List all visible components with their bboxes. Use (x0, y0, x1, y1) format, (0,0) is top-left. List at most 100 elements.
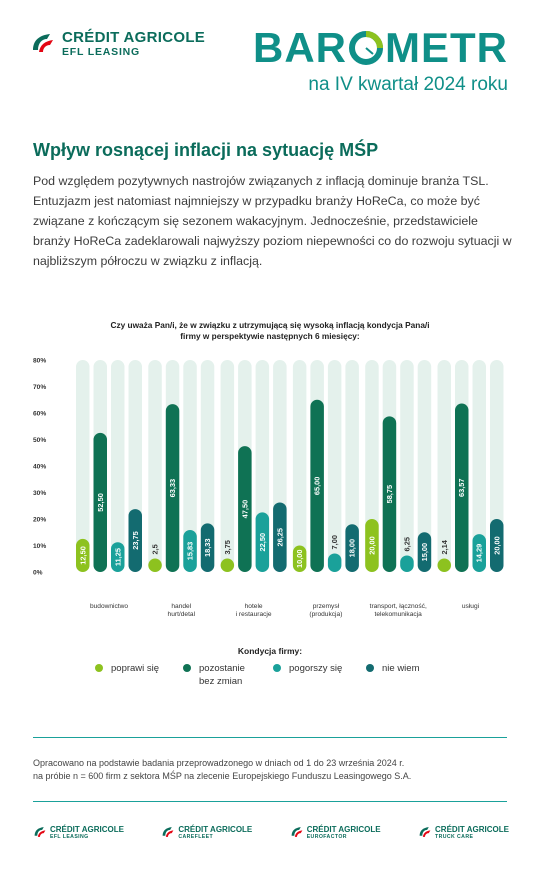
legend: poprawi się pozostanie bez zmian pogorszy s… (95, 662, 446, 688)
footer-brand: CRÉDIT AGRICOLE (178, 825, 253, 834)
bar (255, 512, 270, 572)
bar-value-label: 18,33 (203, 538, 212, 557)
legend-dot-icon (366, 664, 374, 672)
footer-brand-sub: CAREFLEET (178, 834, 214, 840)
footer-brand-sub: TRUCK CARE (435, 834, 474, 840)
bar-value-label: 15,00 (420, 543, 429, 562)
bar (238, 446, 252, 572)
legend-label: poprawi się (111, 662, 159, 675)
bar-track (183, 360, 197, 572)
footer-brand-sub: EUROFACTOR (306, 834, 347, 840)
divider-bottom (33, 801, 507, 802)
bar (292, 545, 307, 572)
bar-value-label: 14,29 (475, 544, 484, 563)
y-tick-label: 10% (33, 543, 46, 550)
bar-value-label: 6,25 (402, 537, 411, 551)
category-label: przemysł (313, 603, 340, 610)
category-label: telekomunikacja (375, 611, 423, 618)
legend-label: pozostanie bez zmian (199, 662, 245, 688)
bar-value-label: 12,50 (78, 546, 87, 565)
bar (128, 509, 142, 572)
legend-item: pozostanie bez zmian (183, 662, 273, 688)
bar-value-label: 22,50 (258, 533, 267, 552)
legend-label-line: bez zmian (199, 676, 243, 687)
credit-agricole-efl-logo: CRÉDIT AGRICOLE EFL LEASING (30, 30, 205, 58)
footer-brand: CRÉDIT AGRICOLE (435, 825, 509, 834)
bar (455, 403, 469, 572)
brand-subtitle: EFL LEASING (62, 46, 141, 58)
bar-value-label: 63,33 (168, 479, 177, 498)
bar (183, 530, 197, 572)
source-line-2: na próbie n = 600 firm z sektora MŚP na … (33, 771, 412, 781)
legend-label: nie wiem (382, 662, 420, 675)
barometr-right: METR (385, 24, 508, 71)
bar-track (365, 360, 379, 572)
legend-label-line: poprawi się (111, 663, 160, 674)
y-tick-label: 20% (33, 517, 46, 524)
bar (400, 555, 414, 572)
credit-agricole-logo-icon (291, 827, 303, 837)
bar-value-label: 58,75 (385, 485, 394, 504)
bar-track (76, 360, 90, 572)
y-tick-label: 60% (33, 411, 46, 418)
bar (417, 532, 432, 572)
category-label: hurt/detal (168, 611, 196, 618)
bar (472, 534, 486, 572)
bar (111, 542, 125, 572)
bar-track (220, 360, 235, 572)
credit-agricole-logo-icon (33, 34, 53, 52)
bar-value-label: 26,25 (275, 528, 284, 547)
category-label: usługi (462, 603, 480, 610)
bar (148, 558, 162, 572)
bar-value-label: 10,00 (295, 550, 304, 569)
bar (220, 558, 235, 572)
footer-brand: CRÉDIT AGRICOLE (50, 825, 124, 834)
legend-label: pogorszy się (289, 662, 342, 675)
barometr-title: BAR METR na IV kwartał 2024 roku (253, 26, 508, 96)
y-tick-label: 80% (33, 358, 46, 365)
footer-brand-sub: EFL LEASING (50, 834, 89, 840)
credit-agricole-logo-icon (162, 827, 174, 837)
y-tick-label: 40% (33, 464, 46, 471)
footer-logos: CRÉDIT AGRICOLE EFL LEASING CRÉDIT AGRICOL… (33, 825, 509, 841)
bar-track (417, 360, 432, 572)
footer-logo: CRÉDIT AGRICOLE TRUCK CARE (418, 825, 509, 841)
y-tick-label: 50% (33, 437, 46, 444)
bar-value-label: 47,50 (240, 500, 249, 519)
bar (76, 538, 90, 572)
y-tick-label: 30% (33, 490, 46, 497)
bar-value-label: 2,5 (151, 544, 160, 554)
bar-value-label: 63,57 (457, 479, 466, 498)
footer-brand: CRÉDIT AGRICOLE (306, 825, 381, 834)
bar-value-label: 18,00 (348, 539, 357, 558)
bar (93, 432, 107, 572)
bar-track (292, 360, 307, 572)
bar-value-label: 65,00 (313, 477, 322, 496)
legend-dot-icon (273, 664, 281, 672)
divider-top (33, 737, 507, 738)
legend-item: pogorszy się (273, 662, 366, 688)
category-label: handel (171, 603, 191, 610)
y-tick-label: 0% (33, 570, 43, 577)
category-label: hotele (245, 603, 263, 610)
category-label: i restauracje (236, 611, 272, 618)
legend-item: poprawi się (95, 662, 183, 688)
legend-dot-icon (183, 664, 191, 672)
source-line-1: Opracowano na podstawie badania przeprow… (33, 758, 405, 768)
legend-label-line: pozostanie (199, 663, 245, 674)
footer-logo: CRÉDIT AGRICOLE EFL LEASING (33, 825, 124, 841)
chart-title: Czy uważa Pan/i, że w związku z utrzymuj… (110, 320, 430, 341)
bar (365, 519, 379, 572)
bar-chart: 0% 10% 20% 30% 40% 50% 60% 70% 80% 12,50 52,50 11,2… (33, 358, 504, 618)
bar-value-label: 15,83 (186, 542, 195, 561)
bar-value-label: 23,75 (131, 531, 140, 550)
bar-track (437, 360, 451, 572)
bar (327, 553, 342, 572)
intro-paragraph: Pod względem pozytywnych nastrojów związ… (33, 174, 512, 268)
bar-value-label: 2,14 (440, 539, 449, 554)
bar-track (200, 360, 215, 572)
source-note: Opracowano na podstawie badania przeprow… (33, 757, 513, 783)
bar-track (148, 360, 162, 572)
bar-value-label: 11,25 (113, 548, 122, 566)
bar-track (345, 360, 359, 572)
